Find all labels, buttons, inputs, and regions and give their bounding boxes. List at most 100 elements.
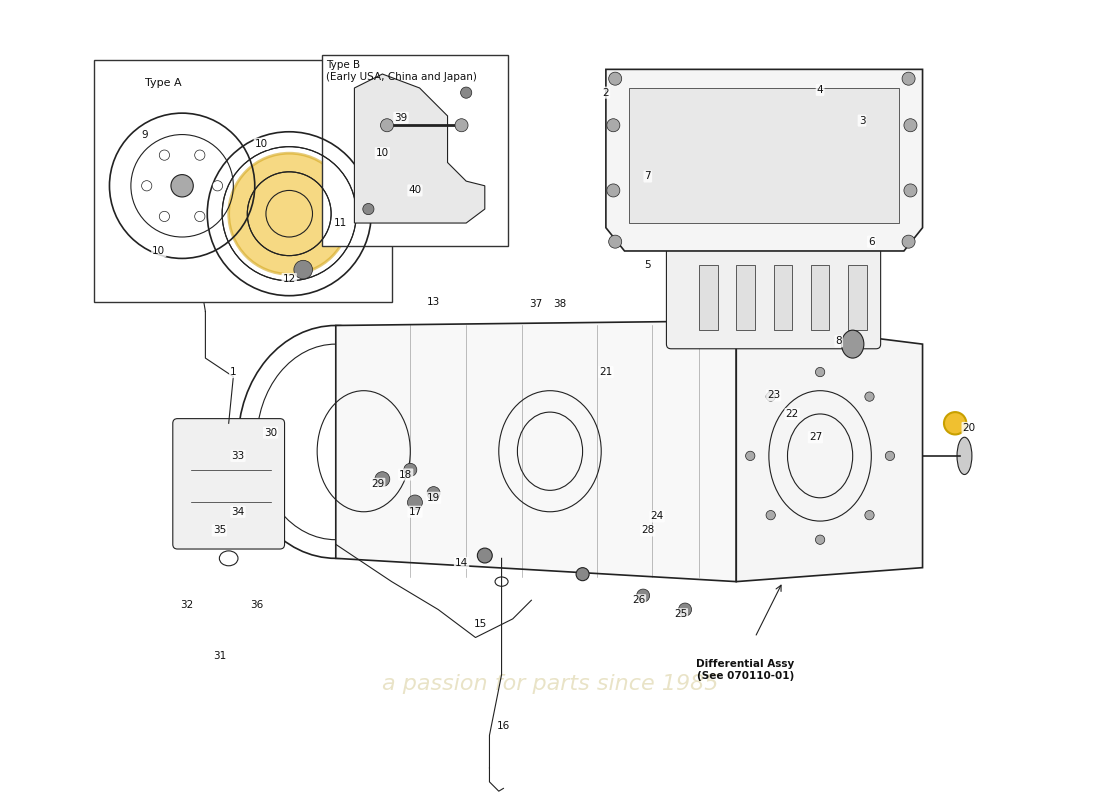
- Text: 35: 35: [212, 526, 226, 535]
- Text: Type A: Type A: [145, 78, 182, 88]
- Bar: [629, 88, 900, 223]
- Text: 10: 10: [152, 246, 165, 256]
- Ellipse shape: [815, 367, 825, 377]
- Ellipse shape: [375, 472, 389, 486]
- Ellipse shape: [608, 235, 622, 248]
- Text: 28: 28: [641, 526, 654, 535]
- Ellipse shape: [607, 184, 620, 197]
- FancyBboxPatch shape: [322, 55, 508, 246]
- Text: euro: euro: [389, 316, 711, 438]
- Ellipse shape: [404, 463, 417, 476]
- Ellipse shape: [944, 412, 966, 434]
- Bar: [811, 265, 829, 330]
- Text: 11: 11: [333, 218, 348, 228]
- Text: 29: 29: [371, 479, 384, 489]
- Polygon shape: [336, 321, 736, 582]
- Ellipse shape: [746, 451, 755, 461]
- FancyBboxPatch shape: [94, 60, 392, 302]
- Text: 3: 3: [859, 115, 866, 126]
- Text: 40: 40: [408, 186, 421, 195]
- Ellipse shape: [766, 510, 775, 520]
- Bar: [736, 265, 755, 330]
- Ellipse shape: [142, 181, 152, 191]
- Text: 24: 24: [650, 511, 663, 522]
- Polygon shape: [736, 321, 923, 582]
- Text: 2: 2: [603, 88, 609, 98]
- Ellipse shape: [842, 330, 864, 358]
- Ellipse shape: [455, 118, 468, 132]
- Text: 22: 22: [785, 409, 799, 419]
- Ellipse shape: [229, 153, 350, 274]
- Text: 20: 20: [962, 423, 976, 433]
- Ellipse shape: [679, 603, 692, 616]
- Text: 34: 34: [231, 506, 244, 517]
- Ellipse shape: [904, 118, 917, 132]
- Ellipse shape: [427, 486, 440, 500]
- Ellipse shape: [576, 568, 590, 581]
- Text: 7: 7: [645, 171, 651, 182]
- Ellipse shape: [815, 535, 825, 544]
- Ellipse shape: [363, 203, 374, 214]
- Text: 14: 14: [455, 558, 469, 568]
- Ellipse shape: [957, 438, 972, 474]
- Ellipse shape: [195, 150, 205, 160]
- Text: 6: 6: [868, 237, 875, 246]
- Polygon shape: [606, 70, 923, 251]
- Ellipse shape: [607, 118, 620, 132]
- Ellipse shape: [212, 181, 222, 191]
- Text: parts: parts: [365, 428, 735, 549]
- Ellipse shape: [608, 72, 622, 85]
- FancyBboxPatch shape: [667, 237, 881, 349]
- Text: 10: 10: [255, 139, 267, 149]
- Text: a passion for parts since 1985: a passion for parts since 1985: [382, 674, 718, 694]
- Text: 31: 31: [212, 651, 226, 661]
- Text: Differential Assy
(See 070110-01): Differential Assy (See 070110-01): [696, 659, 794, 681]
- Text: 17: 17: [408, 506, 421, 517]
- Bar: [773, 265, 792, 330]
- Text: 21: 21: [600, 367, 613, 377]
- Text: 1: 1: [230, 367, 236, 377]
- Ellipse shape: [170, 174, 194, 197]
- Text: 27: 27: [808, 432, 822, 442]
- Text: 13: 13: [427, 298, 440, 307]
- Ellipse shape: [886, 451, 894, 461]
- Ellipse shape: [407, 495, 422, 510]
- Text: 23: 23: [767, 390, 780, 400]
- Polygon shape: [354, 74, 485, 223]
- Text: 39: 39: [395, 113, 408, 122]
- Text: 10: 10: [376, 148, 389, 158]
- Text: 5: 5: [645, 260, 651, 270]
- Text: 30: 30: [264, 427, 277, 438]
- Bar: [848, 265, 867, 330]
- Text: 38: 38: [552, 299, 565, 309]
- Ellipse shape: [902, 72, 915, 85]
- Text: 12: 12: [283, 274, 296, 284]
- Ellipse shape: [766, 392, 775, 402]
- Text: 16: 16: [497, 721, 510, 731]
- Ellipse shape: [902, 235, 915, 248]
- Text: 9: 9: [142, 130, 148, 139]
- Ellipse shape: [195, 211, 205, 222]
- Ellipse shape: [236, 510, 250, 523]
- Text: Type B
(Early USA, China and Japan): Type B (Early USA, China and Japan): [327, 61, 477, 82]
- Ellipse shape: [865, 510, 874, 520]
- Text: 18: 18: [399, 470, 412, 479]
- Ellipse shape: [381, 118, 394, 132]
- Text: 37: 37: [529, 299, 542, 309]
- Text: 25: 25: [674, 610, 688, 619]
- Text: 32: 32: [180, 600, 194, 610]
- Ellipse shape: [865, 392, 874, 402]
- Text: 26: 26: [631, 595, 645, 606]
- Text: 8: 8: [835, 336, 842, 346]
- Ellipse shape: [461, 87, 472, 98]
- Ellipse shape: [294, 260, 312, 279]
- Ellipse shape: [160, 211, 169, 222]
- Text: 19: 19: [427, 493, 440, 502]
- Text: 36: 36: [250, 600, 263, 610]
- Ellipse shape: [477, 548, 493, 563]
- Bar: [698, 265, 717, 330]
- Ellipse shape: [160, 150, 169, 160]
- Text: 15: 15: [473, 618, 487, 629]
- Text: 33: 33: [231, 451, 244, 461]
- FancyBboxPatch shape: [173, 418, 285, 549]
